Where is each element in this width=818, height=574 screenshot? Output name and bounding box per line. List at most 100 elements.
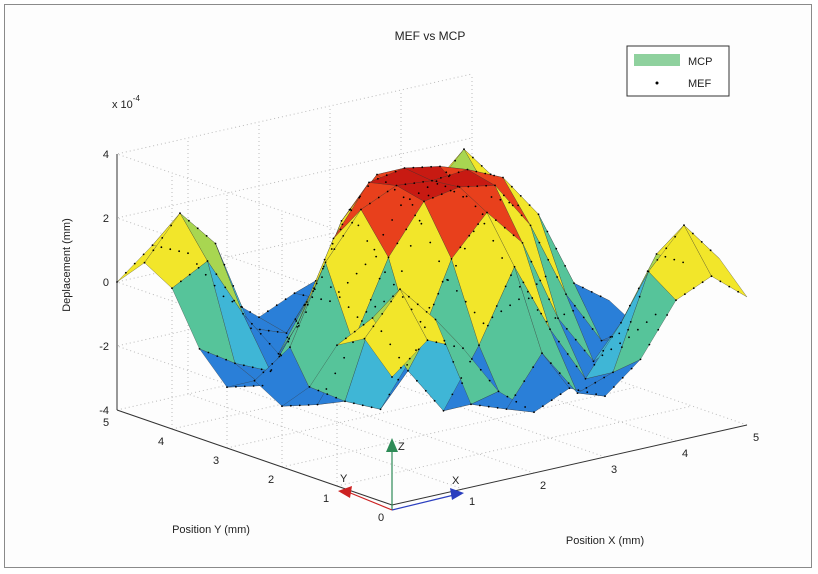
grid-line-y-floor [116, 329, 473, 411]
mef-point [461, 382, 464, 384]
mef-point [234, 385, 237, 388]
mef-point [336, 344, 338, 347]
mef-point [346, 281, 349, 284]
mef-point [510, 274, 512, 277]
mef-point [612, 371, 614, 374]
mef-point [492, 239, 495, 242]
mef-point [196, 227, 199, 230]
mef-point [603, 376, 606, 379]
x-axis-line [391, 424, 748, 506]
mef-point [352, 402, 355, 405]
grid-line-x-floor [400, 345, 677, 442]
mef-point [289, 404, 292, 407]
z-tick-label: 2 [103, 213, 109, 225]
mef-point [664, 255, 667, 258]
mef-point [545, 320, 548, 323]
z-multiplier: x 10-4 [112, 94, 140, 111]
z-tick-label: -4 [99, 405, 109, 417]
mef-point [443, 339, 446, 342]
z-multiplier-exponent: -4 [133, 94, 141, 103]
mef-point [411, 204, 414, 206]
mef-point [320, 298, 323, 301]
mef-point [404, 183, 407, 186]
mef-point [392, 295, 394, 298]
mef-point [435, 180, 438, 183]
mef-point [522, 281, 525, 284]
mef-point [604, 395, 606, 398]
mef-point [728, 285, 731, 288]
mef-point [408, 357, 411, 360]
mef-point [278, 355, 281, 358]
mef-point [474, 205, 477, 208]
mef-point [407, 295, 410, 298]
mef-point [425, 311, 428, 313]
mef-point [187, 219, 190, 222]
mef-point [409, 245, 412, 247]
mef-point [666, 314, 669, 316]
mef-point [453, 345, 456, 348]
mef-point [338, 296, 341, 298]
mef-point [358, 196, 361, 199]
mef-point [377, 196, 380, 199]
y-tick-label: 1 [323, 493, 329, 505]
mef-point [394, 170, 397, 173]
mef-point [648, 343, 651, 346]
mef-point [276, 331, 279, 333]
mef-point [275, 304, 278, 307]
mef-point [737, 290, 740, 293]
mef-point [557, 317, 559, 319]
mef-point [592, 360, 595, 363]
mef-point [232, 285, 235, 287]
mef-point [599, 295, 602, 298]
mef-point [364, 263, 367, 266]
mef-point [506, 395, 509, 398]
grid-line-x-floor [329, 361, 606, 458]
mef-point [511, 204, 514, 207]
mef-point [438, 260, 441, 263]
mef-point [609, 336, 612, 338]
mef-point [325, 388, 328, 390]
mef-point [529, 224, 532, 227]
mef-point [548, 298, 551, 301]
mef-point [513, 265, 516, 268]
mef-point [224, 286, 227, 289]
mef-point [646, 270, 649, 273]
mef-point [470, 358, 473, 360]
triad-y-line [347, 491, 393, 511]
mef-point [405, 228, 408, 231]
mef-point [568, 387, 571, 390]
mef-point [335, 396, 338, 399]
mef-point [444, 185, 447, 188]
mef-point [467, 185, 470, 188]
mef-point [204, 273, 207, 276]
mef-point [431, 179, 433, 182]
mef-point [261, 384, 264, 387]
mef-point [620, 346, 623, 348]
mef-point [382, 233, 385, 236]
x-tick-label: 1 [469, 496, 475, 508]
mef-point [497, 390, 500, 393]
mef-point [329, 286, 332, 288]
mef-point [505, 408, 508, 410]
mef-point [314, 279, 317, 282]
mef-point [340, 220, 343, 222]
mef-point [590, 291, 593, 293]
mef-point [459, 246, 462, 249]
mef-point [371, 317, 374, 319]
mef-point [611, 335, 614, 338]
mef-point [366, 240, 369, 242]
mef-point [466, 168, 469, 171]
mef-point [508, 201, 511, 204]
mef-point [463, 247, 466, 250]
mef-point [308, 386, 311, 388]
mef-point [602, 349, 605, 352]
mef-point [554, 317, 557, 319]
mef-point [363, 337, 366, 340]
mef-point [369, 298, 372, 301]
y-tick-label: 3 [213, 455, 219, 467]
mef-point [286, 336, 289, 339]
mef-point [442, 409, 445, 412]
mef-point [683, 293, 686, 296]
mef-point [259, 332, 262, 335]
